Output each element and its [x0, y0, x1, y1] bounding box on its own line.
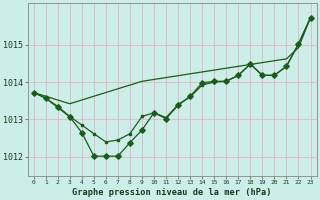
X-axis label: Graphe pression niveau de la mer (hPa): Graphe pression niveau de la mer (hPa) [72, 188, 272, 197]
